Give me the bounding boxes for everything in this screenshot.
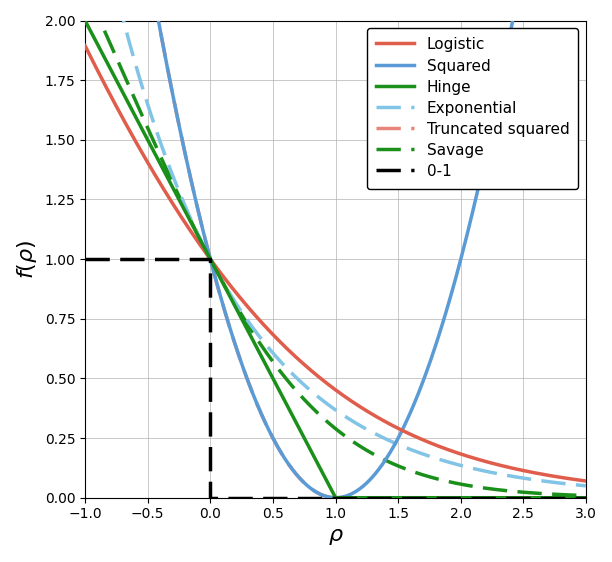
Logistic [81, 42, 89, 49]
Savage [382, 457, 389, 464]
Logistic [273, 335, 280, 342]
Truncated squared [273, 441, 280, 448]
Hinge [408, 495, 415, 501]
Y-axis label: $f(\rho)$: $f(\rho)$ [15, 239, 39, 279]
Line: Squared: Squared [85, 0, 586, 498]
Squared [493, 98, 501, 105]
Hinge [81, 17, 89, 24]
Exponential [382, 436, 389, 442]
Logistic [407, 431, 414, 438]
0-1 [583, 495, 590, 501]
Exponential [273, 353, 280, 360]
Logistic [455, 450, 463, 457]
Truncated squared [332, 495, 339, 501]
Hinge [382, 495, 389, 501]
Logistic [493, 461, 501, 468]
Exponential [173, 181, 180, 188]
Line: Savage: Savage [85, 0, 586, 496]
Squared [455, 262, 463, 269]
Logistic [583, 478, 590, 484]
Squared [173, 107, 180, 114]
Truncated squared [382, 495, 389, 501]
Squared [273, 441, 280, 448]
Savage [455, 481, 463, 487]
0-1 [207, 256, 214, 262]
Exponential [407, 446, 414, 453]
Hinge [332, 495, 339, 501]
Exponential [493, 470, 501, 477]
Squared [408, 408, 415, 415]
Savage [493, 486, 501, 493]
Savage [407, 468, 414, 474]
Line: Truncated squared: Truncated squared [85, 0, 586, 498]
Squared [332, 495, 339, 501]
Line: 0-1: 0-1 [85, 259, 586, 498]
Line: Exponential: Exponential [85, 0, 586, 486]
Savage [173, 187, 180, 193]
Savage [273, 363, 280, 370]
Hinge [583, 495, 590, 501]
Logistic [173, 206, 180, 212]
X-axis label: $\rho$: $\rho$ [327, 527, 343, 547]
Exponential [583, 482, 590, 489]
Truncated squared [173, 107, 180, 114]
Hinge [493, 495, 501, 501]
Legend: Logistic, Squared, Hinge, Exponential, Truncated squared, Savage, 0-1: Logistic, Squared, Hinge, Exponential, T… [367, 28, 578, 189]
Exponential [455, 461, 463, 468]
Hinge [173, 191, 180, 197]
Hinge [273, 382, 280, 388]
Line: Hinge: Hinge [85, 20, 586, 498]
Truncated squared [455, 495, 463, 501]
0-1 [81, 256, 89, 262]
Truncated squared [493, 495, 501, 501]
Hinge [455, 495, 463, 501]
Squared [382, 456, 389, 463]
Line: Logistic: Logistic [85, 46, 586, 481]
0-1 [207, 495, 214, 501]
Truncated squared [583, 495, 590, 501]
Logistic [382, 418, 389, 425]
Savage [583, 492, 590, 499]
Truncated squared [408, 495, 415, 501]
